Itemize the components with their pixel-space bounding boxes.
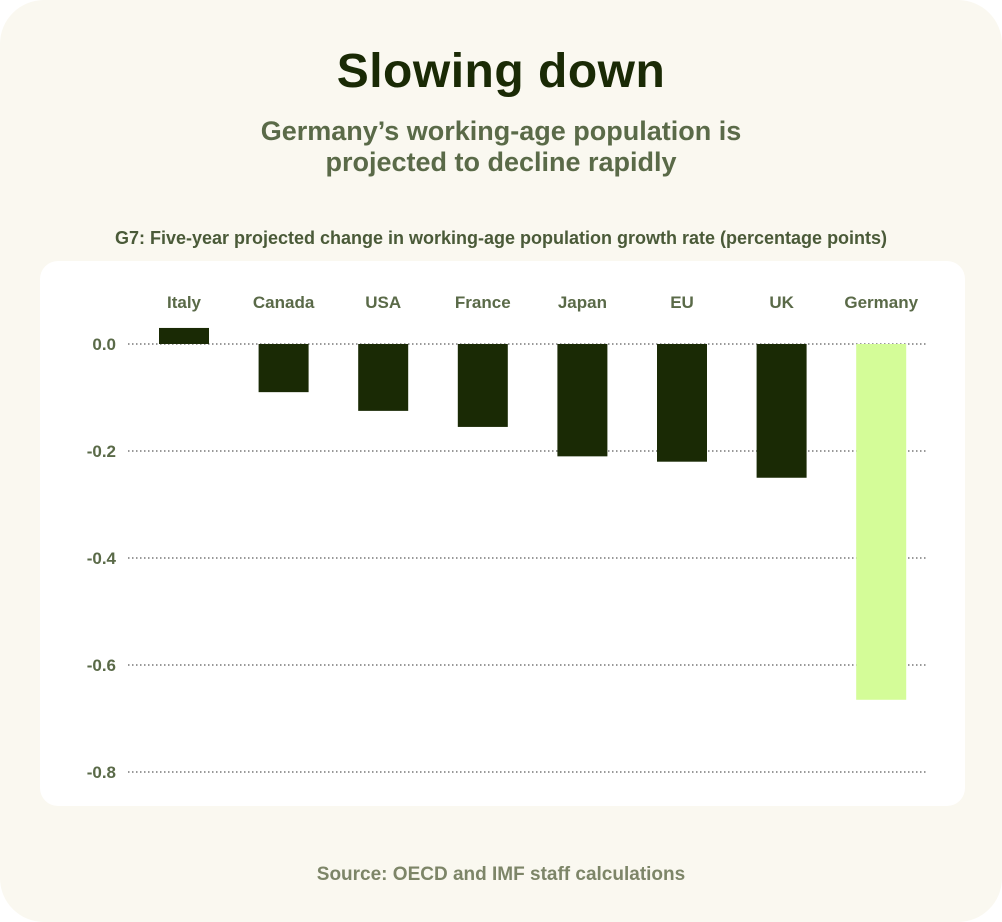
bar-italy <box>159 327 209 344</box>
category-label: Germany <box>844 293 918 312</box>
source-note: Source: OECD and IMF staff calculations <box>316 864 686 885</box>
bar-france <box>457 344 508 427</box>
bar-germany <box>856 344 907 700</box>
category-label: EU <box>670 293 694 312</box>
chart-panel: 0.0 -0.2 -0.4 -0.6 -0.8 Italy Canada USA France J… <box>40 261 965 806</box>
bar-canada <box>258 344 309 393</box>
category-label: USA <box>365 293 401 312</box>
bar-eu <box>657 344 707 462</box>
category-label: UK <box>769 293 794 312</box>
chart-caption: G7: Five-year projected change in workin… <box>114 228 888 248</box>
bar-uk <box>756 344 807 478</box>
subtitle-line-1: Germany’s working-age population is <box>260 116 742 146</box>
category-label: Japan <box>558 293 607 312</box>
category-label: France <box>455 293 511 312</box>
y-tick-label: 0.0 <box>92 335 116 354</box>
y-tick-label: -0.6 <box>87 656 116 675</box>
subtitle-line-2: projected to decline rapidly <box>325 147 677 177</box>
bar-chart: 0.0 -0.2 -0.4 -0.6 -0.8 Italy Canada USA France J… <box>87 293 928 782</box>
y-tick-label: -0.4 <box>87 549 117 568</box>
category-label: Italy <box>167 293 202 312</box>
category-label: Canada <box>253 293 315 312</box>
chart-title: Slowing down <box>336 45 666 98</box>
bar-usa <box>358 344 409 411</box>
chart-subtitle: Germany’s working-age population is proj… <box>0 116 1002 178</box>
bar-japan <box>557 344 608 457</box>
y-tick-label: -0.2 <box>87 442 116 461</box>
y-tick-label: -0.8 <box>87 763 116 782</box>
